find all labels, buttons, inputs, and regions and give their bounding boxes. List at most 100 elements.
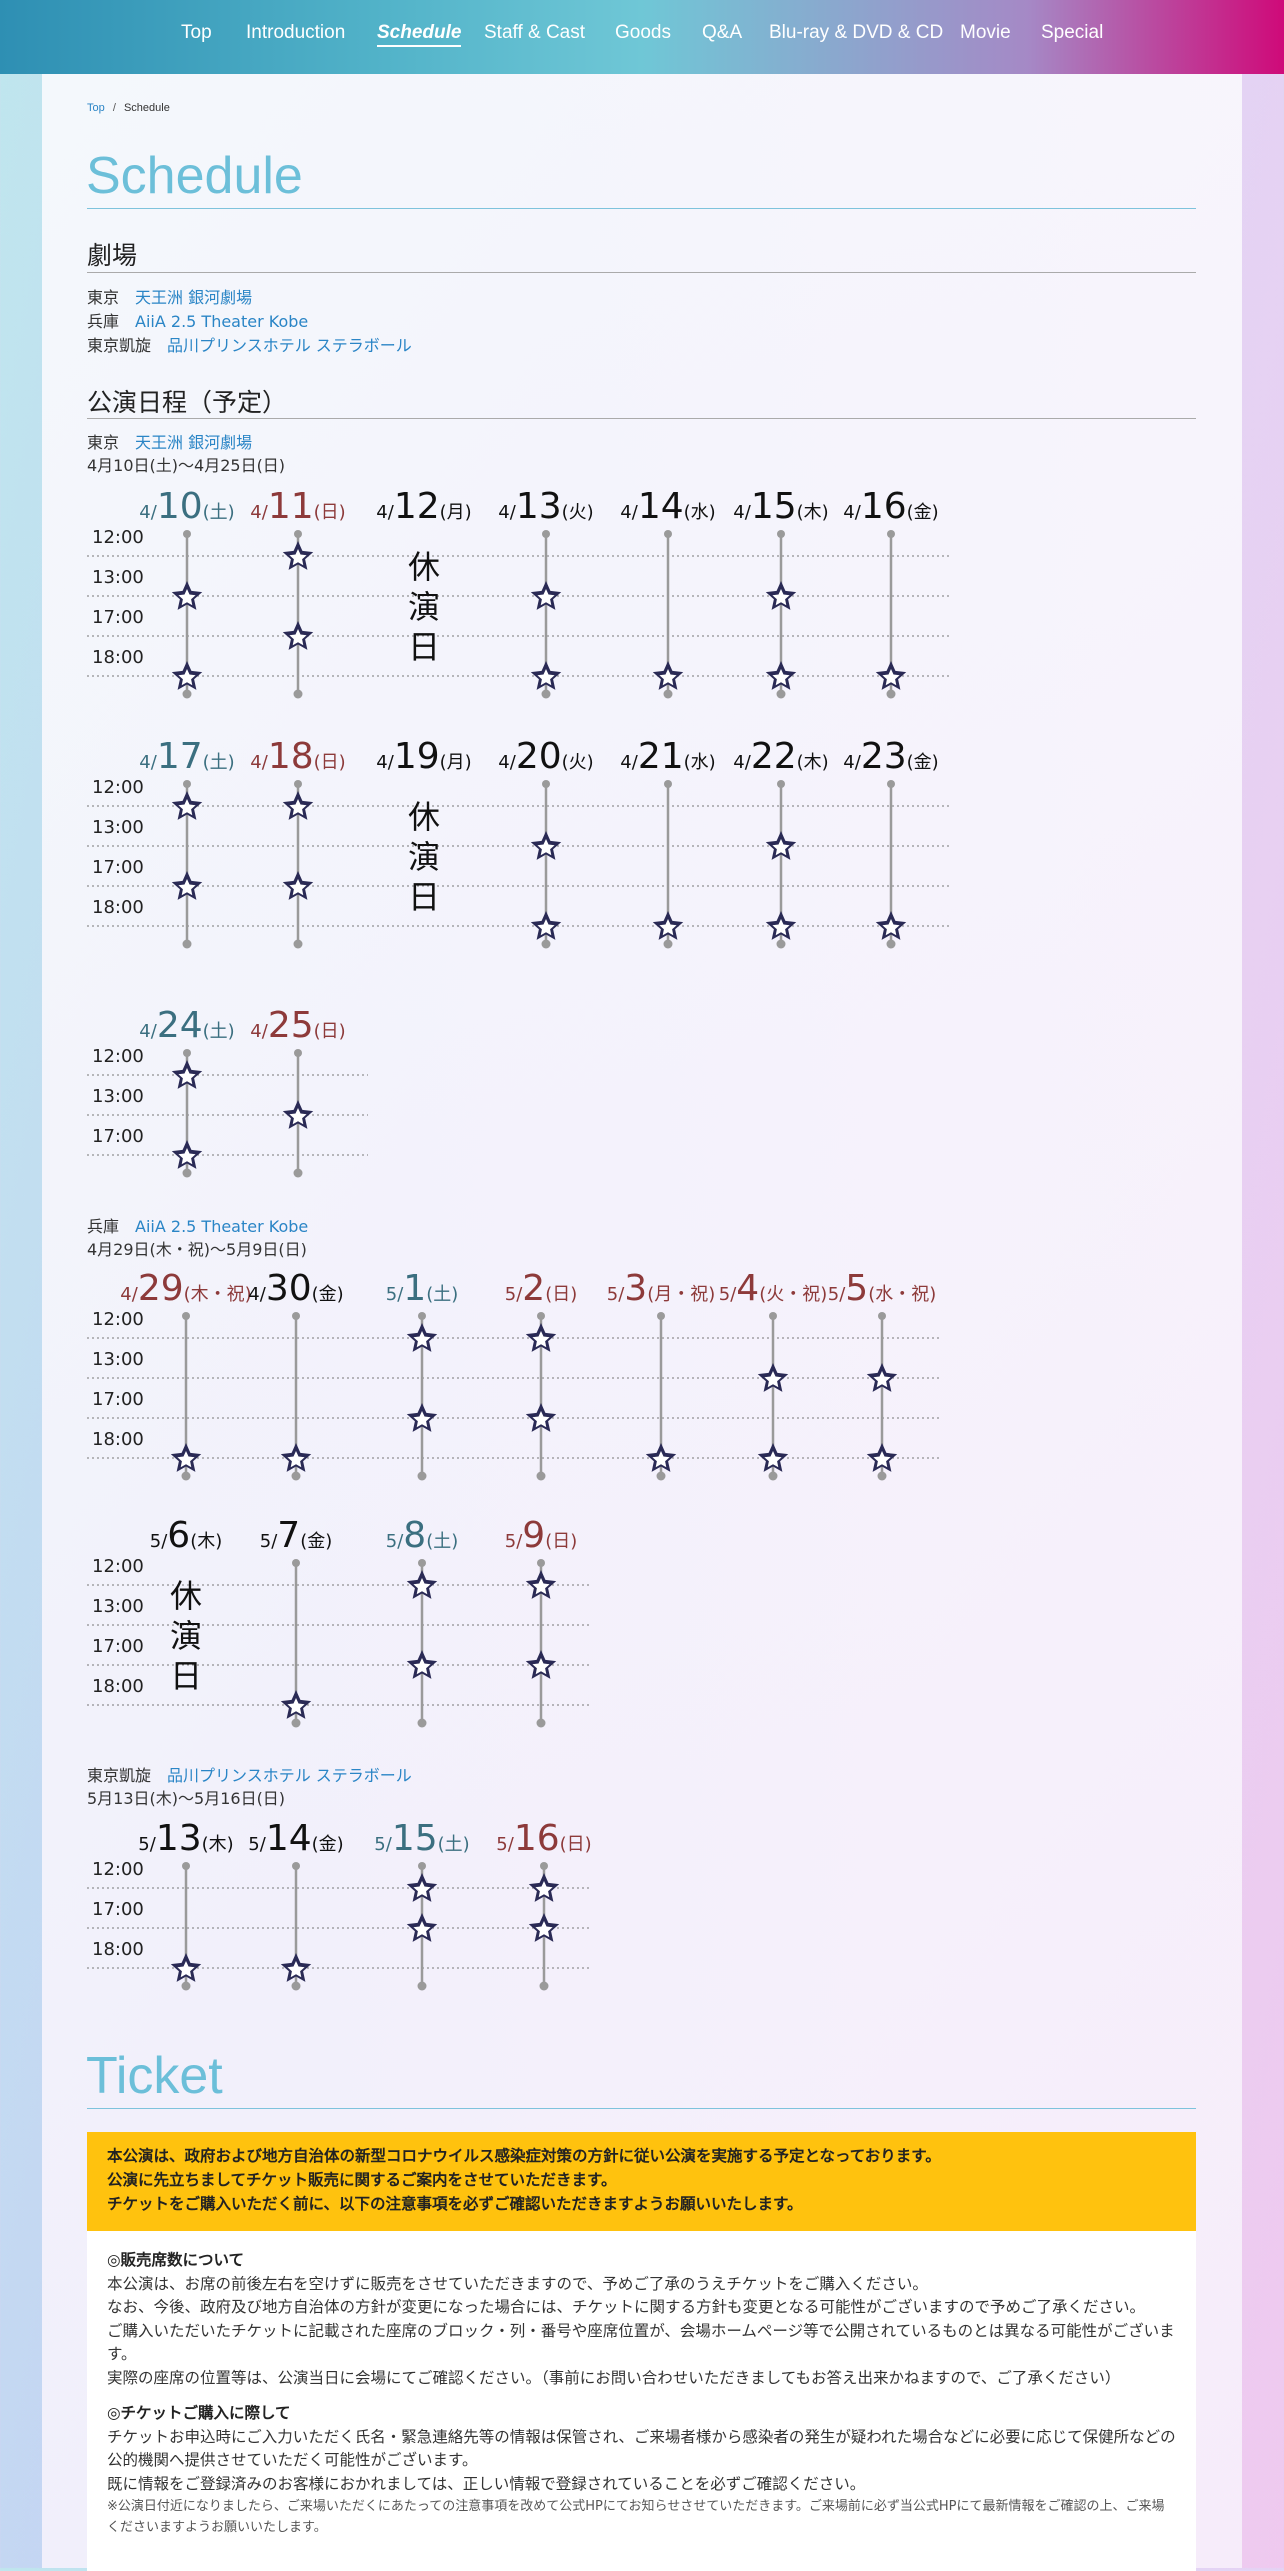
date-day: 1 (403, 1268, 426, 1309)
nav-bluray[interactable]: Blu-ray & DVD & CD (769, 22, 944, 43)
date-header: 4/17(土) (139, 736, 234, 777)
performance-star-icon (171, 661, 203, 690)
nav-special[interactable]: Special (1041, 22, 1104, 43)
date-header: 5/13(木) (138, 1818, 233, 1859)
date-weekday: (土) (203, 1021, 235, 1042)
page-title: Schedule (86, 147, 303, 205)
venue-link[interactable]: 品川プリンスホテル ステラボール (167, 1766, 412, 1785)
timeline-dot (663, 939, 673, 949)
date-header: 4/10(土) (139, 486, 234, 527)
theater-city: 東京 (87, 288, 120, 307)
timeline-dot (181, 1981, 191, 1991)
date-month: 4/ (376, 752, 394, 773)
date-day: 15 (751, 486, 797, 527)
timeline-dot (417, 1471, 427, 1481)
time-label: 12:00 (92, 1859, 144, 1880)
venue-link[interactable]: AiiA 2.5 Theater Kobe (135, 1217, 309, 1236)
theater-venue-link[interactable]: AiiA 2.5 Theater Kobe (135, 312, 309, 331)
timeline-dot (182, 1862, 190, 1870)
date-day: 25 (268, 1005, 314, 1046)
nav-schedule[interactable]: Schedule (377, 22, 462, 47)
date-header: 4/25(日) (250, 1005, 345, 1046)
performance-star-icon (530, 581, 562, 610)
timeline-dot (776, 689, 786, 699)
nav-introduction[interactable]: Introduction (246, 22, 346, 43)
date-day: 30 (266, 1268, 312, 1309)
performance-star-icon (406, 1323, 438, 1352)
date-month: 5/ (607, 1284, 625, 1305)
performance-star-icon (528, 1913, 560, 1942)
time-label: 12:00 (92, 1309, 144, 1330)
date-month: 5/ (374, 1834, 392, 1855)
timeline-dot (769, 1312, 777, 1320)
performance-star-icon (170, 1953, 202, 1982)
notes-small: ※公演日付近になりましたら、ご来場いただくにあたっての注意事項を改めて公式HPに… (107, 2499, 1165, 2535)
time-label: 17:00 (92, 1389, 144, 1410)
notes-line: チケットお申込時にご入力いただく氏名・緊急連絡先等の情報は保管され、ご来場者様か… (107, 2427, 1176, 2470)
date-month: 4/ (139, 1021, 157, 1042)
date-month: 4/ (733, 752, 751, 773)
date-weekday: (火・祝) (759, 1284, 827, 1305)
date-weekday: (木) (797, 752, 829, 773)
nav-staff-cast[interactable]: Staff & Cast (484, 22, 586, 43)
time-label: 17:00 (92, 1126, 144, 1147)
ticket-title: Ticket (86, 2047, 223, 2105)
alert-line: チケットをご購入いただく前に、以下の注意事項を必ずご確認いただきますようお願いい… (107, 2195, 803, 2213)
timeline-dot (183, 530, 191, 538)
time-label: 13:00 (92, 1349, 144, 1370)
time-label: 17:00 (92, 607, 144, 628)
timeline-dot (182, 689, 192, 699)
venue-city: 東京凱旋 (87, 1766, 152, 1785)
title-rule (87, 208, 1196, 209)
date-weekday: (金) (907, 502, 939, 523)
timeline-dot (664, 530, 672, 538)
rest-day-label: 演 (408, 838, 440, 876)
timeline-dot (292, 1862, 300, 1870)
timeline-dot (181, 1471, 191, 1481)
date-weekday: (火) (562, 502, 594, 523)
nav-movie[interactable]: Movie (960, 22, 1011, 43)
nav-top[interactable]: Top (181, 22, 212, 43)
timeline-dot (418, 1312, 426, 1320)
time-label: 18:00 (92, 1939, 144, 1960)
timeline-dot (294, 1049, 302, 1057)
date-day: 13 (156, 1818, 202, 1859)
venue-link[interactable]: 天王洲 銀河劇場 (135, 433, 253, 452)
date-weekday: (日) (560, 1834, 592, 1855)
date-month: 5/ (505, 1284, 523, 1305)
theater-venue-link[interactable]: 品川プリンスホテル ステラボール (167, 336, 412, 355)
date-header: 4/16(金) (843, 486, 938, 527)
nav-qa[interactable]: Q&A (702, 22, 743, 43)
timeline-dot (291, 1471, 301, 1481)
date-weekday: (月・祝) (647, 1284, 715, 1305)
date-day: 21 (638, 736, 684, 777)
notes-heading: ◎チケットご購入に際して (107, 2404, 291, 2422)
venue-period: 4月10日(土)～4月25日(日) (87, 456, 286, 475)
performance-star-icon (282, 621, 314, 650)
breadcrumb-top[interactable]: Top (87, 102, 105, 114)
alert-line: 公演に先立ちましてチケット販売に関するご案内をさせていただきます。 (107, 2171, 617, 2189)
date-weekday: (日) (314, 502, 346, 523)
venue-period: 5月13日(木)～5月16日(日) (87, 1789, 286, 1808)
alert-line: 本公演は、政府および地方自治体の新型コロナウイルス感染症対策の方針に従い公演を実… (107, 2147, 941, 2165)
performance-star-icon (530, 831, 562, 860)
date-header: 5/8(土) (386, 1515, 458, 1556)
rest-day-label: 演 (170, 1617, 202, 1655)
date-header: 5/3(月・祝) (607, 1268, 715, 1309)
nav-goods[interactable]: Goods (615, 22, 671, 43)
theater-venue-link[interactable]: 天王洲 銀河劇場 (135, 288, 253, 307)
theater-heading: 劇場 (87, 241, 138, 270)
date-weekday: (土) (426, 1284, 458, 1305)
timeline-dot (536, 1718, 546, 1728)
performance-star-icon (282, 541, 314, 570)
date-month: 4/ (620, 752, 638, 773)
rest-day-label: 日 (408, 878, 440, 916)
date-month: 5/ (719, 1284, 737, 1305)
performance-star-icon (765, 911, 797, 940)
date-weekday: (日) (545, 1531, 577, 1552)
date-weekday: (土) (426, 1531, 458, 1552)
date-day: 14 (266, 1818, 312, 1859)
date-day: 13 (516, 486, 562, 527)
